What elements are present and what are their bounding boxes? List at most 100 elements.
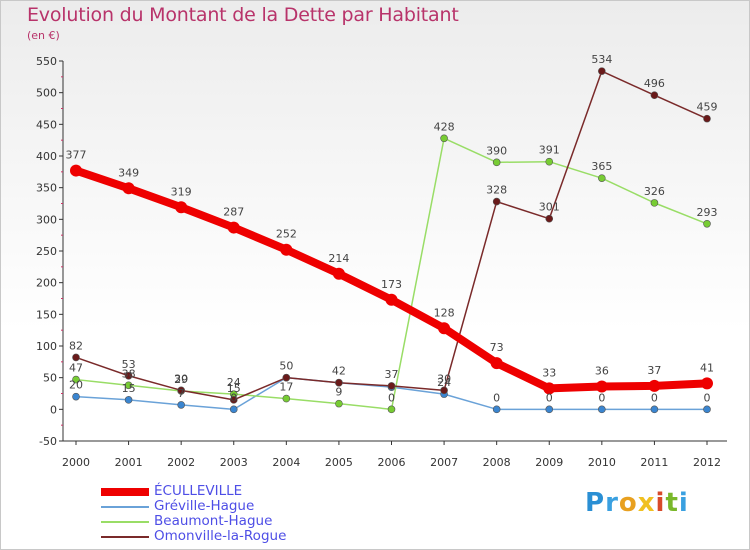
data-point-1 — [598, 405, 606, 414]
data-point-0 — [438, 322, 451, 335]
data-point-3 — [124, 371, 133, 380]
data-point-0 — [122, 182, 135, 195]
data-label-0: 73 — [490, 341, 504, 354]
y-tick-label: 550 — [36, 55, 57, 68]
data-label-2: 0 — [388, 391, 395, 404]
data-label-3: 53 — [122, 358, 136, 371]
data-label-1: 15 — [122, 382, 136, 395]
data-label-2: 29 — [174, 373, 188, 386]
logo-letter: r — [605, 488, 619, 518]
data-label-0: 128 — [434, 306, 455, 319]
y-tick-label: -50 — [39, 435, 57, 448]
chart-title: Evolution du Montant de la Dette par Hab… — [27, 4, 459, 26]
x-tick-label: 2003 — [220, 456, 248, 469]
data-label-3: 82 — [69, 339, 83, 352]
data-point-0 — [280, 243, 293, 256]
x-tick-label: 2008 — [483, 456, 511, 469]
data-point-2 — [545, 157, 554, 166]
data-point-0 — [70, 164, 82, 177]
data-point-3 — [282, 373, 291, 382]
data-point-3 — [650, 91, 659, 99]
data-label-1: 24 — [437, 376, 451, 389]
logo-letter: P — [585, 488, 606, 518]
data-point-3 — [229, 396, 238, 404]
x-tick-label: 2010 — [588, 456, 616, 469]
data-point-3 — [387, 382, 396, 390]
data-point-1 — [229, 405, 238, 414]
x-tick-label: 2000 — [62, 456, 90, 469]
x-tick-label: 2002 — [167, 456, 195, 469]
data-point-0 — [175, 201, 188, 214]
data-label-1: 0 — [546, 391, 553, 404]
series-line-3 — [75, 70, 708, 401]
data-point-1 — [545, 405, 554, 414]
x-tick-label: 2006 — [378, 456, 406, 469]
legend-label-beaumont-hague: Beaumont-Hague — [154, 513, 273, 529]
data-label-1: 7 — [178, 387, 185, 400]
legend-label-omonville-la-rogue: Omonville-la-Rogue — [154, 528, 287, 544]
data-label-1: 0 — [230, 391, 237, 404]
data-point-3 — [177, 386, 185, 395]
chart-subtitle: (en €) — [27, 29, 60, 42]
data-label-2: 390 — [486, 144, 507, 157]
data-point-1 — [72, 392, 80, 401]
data-point-3 — [545, 214, 554, 223]
data-point-0 — [227, 221, 240, 234]
data-point-3 — [598, 67, 606, 75]
data-label-0: 287 — [223, 206, 244, 219]
data-point-0 — [543, 382, 556, 395]
data-label-0: 377 — [66, 149, 87, 162]
y-tick-label: 0 — [50, 403, 57, 416]
data-label-1: 20 — [69, 379, 83, 392]
data-point-0 — [595, 380, 608, 393]
data-point-1 — [650, 405, 659, 414]
data-label-0: 173 — [381, 278, 402, 291]
data-label-0: 37 — [647, 364, 661, 377]
data-point-3 — [492, 197, 501, 206]
y-tick-label: 100 — [36, 340, 57, 353]
data-point-0 — [385, 293, 398, 306]
data-label-3: 30 — [174, 372, 188, 385]
data-point-1 — [177, 401, 185, 409]
y-tick-label: 350 — [36, 182, 57, 195]
y-tick-label: 50 — [43, 372, 57, 385]
y-tick-label: 200 — [36, 277, 57, 290]
x-tick-label: 2009 — [535, 456, 563, 469]
data-point-3 — [335, 378, 343, 387]
data-point-2 — [650, 199, 659, 207]
data-label-0: 319 — [171, 185, 192, 198]
data-point-1 — [492, 405, 501, 414]
x-tick-label: 2011 — [640, 456, 668, 469]
data-label-3: 534 — [591, 53, 612, 66]
logo-letter: i — [678, 488, 689, 518]
x-tick-label: 2001 — [115, 456, 143, 469]
logo-letter: x — [637, 488, 656, 518]
y-tick-label: 150 — [36, 308, 57, 321]
data-label-2: 326 — [644, 185, 665, 198]
data-label-0: 36 — [595, 365, 609, 378]
data-point-2 — [335, 399, 343, 408]
x-tick-label: 2004 — [272, 456, 300, 469]
logo-letter: i — [655, 488, 666, 518]
data-label-0: 214 — [328, 252, 349, 265]
data-label-2: 17 — [279, 381, 293, 394]
legend-swatch-beaumont-hague — [101, 521, 149, 523]
data-label-2: 24 — [227, 376, 241, 389]
legend-label-greville-hague: Gréville-Hague — [154, 498, 255, 514]
data-point-2 — [124, 381, 133, 390]
data-point-2 — [282, 394, 291, 403]
data-point-2 — [440, 134, 448, 143]
data-point-1 — [124, 396, 133, 404]
data-label-3: 301 — [539, 201, 560, 214]
data-point-2 — [598, 174, 606, 182]
x-tick-label: 2007 — [430, 456, 458, 469]
data-label-2: 391 — [539, 144, 560, 157]
data-label-1: 0 — [651, 391, 658, 404]
data-point-0 — [648, 379, 661, 392]
data-label-2: 428 — [434, 120, 455, 133]
data-label-1: 0 — [704, 391, 711, 404]
data-point-2 — [387, 405, 396, 414]
legend-swatch-omonville-la-rogue — [101, 536, 149, 538]
